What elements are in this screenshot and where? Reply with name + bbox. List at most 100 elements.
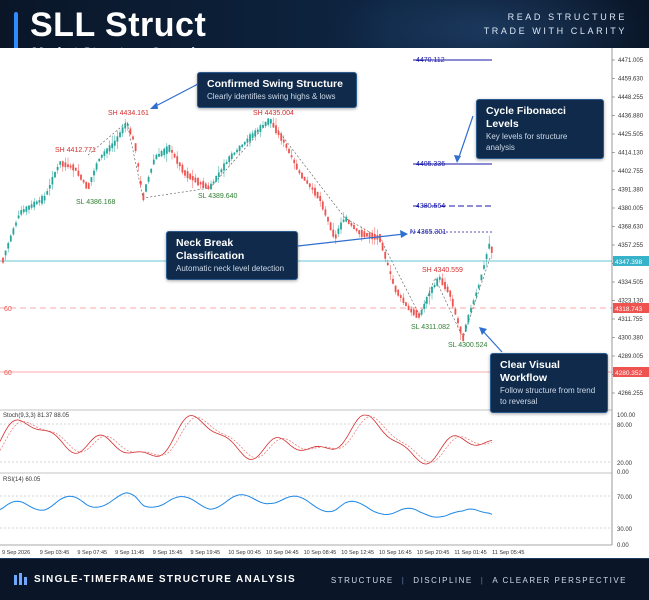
candle-body [311,187,314,190]
candle-body [410,309,413,313]
candle-body [444,281,446,290]
zone-label-1: 60 [4,306,12,313]
price-tags: 4347.398 4318.743 4280.352 [613,256,649,377]
price-tick-label: 4402.755 [618,169,644,175]
footer-separator-1: | [401,576,406,585]
price-tick-label: 4357.255 [618,243,644,249]
candle-body [116,136,119,142]
time-tick-label: 9 Sep 03:45 [40,550,70,556]
callout-visual-workflow: Clear Visual Workflow Follow structure f… [490,353,608,413]
candle-body [38,200,41,203]
arrow-workflow [480,328,503,353]
stoch-label: Stoch(9,3,3) 81.37 88.05 [3,413,70,419]
time-tick-label: 10 Sep 16:45 [379,550,412,556]
arrow-neck [297,233,405,247]
candle-body [95,163,98,170]
footer-bar: SINGLE-TIMEFRAME STRUCTURE ANALYSIS STRU… [0,558,649,600]
footer-tag-discipline: DISCIPLINE [413,576,473,585]
footer-tag-perspective: A CLEARER PERSPECTIVE [492,576,627,585]
candle-body [381,242,384,251]
candle-body [74,167,77,171]
candle-body [163,148,166,156]
candle-body [220,169,223,173]
candle-body [98,158,101,162]
callout-workflow-title: Clear Visual Workflow [500,359,560,384]
stoch-tick-0: 0.00 [617,470,629,476]
candle-body [202,181,205,189]
candle-body [462,333,465,342]
arrow-swing [151,83,199,109]
candle-body [355,228,358,231]
app-title: SLL Struct [30,6,207,44]
candle-body [171,149,173,153]
candle-body [173,153,176,158]
candle-body [366,233,368,237]
candle-body [405,302,407,307]
candle-body [9,235,12,242]
candle-body [233,152,236,155]
price-tick-label: 4266.255 [618,391,644,397]
footer-bar-icon-2 [19,573,22,585]
candle-body [139,180,142,185]
candle-body [158,153,160,157]
candle-body [308,183,311,188]
candle-body [25,206,28,212]
candle-body [306,180,309,184]
footer-bar-icon-1 [14,575,17,585]
rsi-tick-70: 70.00 [617,495,633,501]
candle-body [345,216,348,222]
candle-body [301,172,303,179]
price-tick-label: 4368.630 [618,225,644,231]
fib-label-2: 4405.336 [416,161,445,168]
candle-body [2,257,4,263]
candle-body [467,314,470,323]
candle-body [124,123,127,129]
candle-body [477,284,480,289]
candle-body [472,300,475,305]
rsi-label: RSI(14) 60.05 [3,477,41,483]
candle-body [332,229,335,237]
candle-body [225,162,228,165]
candle-body [160,150,163,157]
callout-neck-break: Neck Break Classification Automatic neck… [166,231,298,280]
time-tick-label: 9 Sep 15:45 [153,550,183,556]
swing-low-label-3: SL 4311.082 [411,324,450,331]
candle-body [41,195,43,204]
candle-body [436,278,439,286]
time-tick-label: 11 Sep 05:45 [492,550,524,556]
candle-body [17,215,20,219]
time-tick-label: 9 Sep 11:45 [115,550,144,556]
accent-bar [14,12,18,58]
candle-body [275,125,277,134]
price-tick-label: 4289.005 [618,354,644,360]
candle-body [459,326,462,333]
candle-body [69,165,72,168]
candle-body [288,148,290,154]
candle-body [77,170,80,176]
callout-swing-sub: Clearly identifies swing highs & lows [207,92,336,101]
tagline-line2: TRADE WITH CLARITY [483,26,627,36]
candle-body [384,251,387,259]
candle-body [392,278,394,284]
candle-body [59,161,62,165]
red-level-text-1: 4318.743 [615,306,642,313]
price-axis-ticks: 4471.005 4459.630 4448.255 4436.880 4425.505… [612,58,644,397]
candle-body [100,154,103,158]
candle-body [178,162,181,167]
candle-body [259,125,262,132]
candle-body [483,265,485,269]
candle-body [106,148,108,154]
candle-body [246,138,249,143]
price-tick-label: 4459.630 [618,77,644,83]
candle-body [251,133,254,139]
chart-area[interactable]: 4471.005 4459.630 4448.255 4436.880 4425.505… [0,48,649,558]
candle-body [113,140,116,146]
candle-body [321,201,324,210]
candle-body [397,289,400,296]
time-tick-label: 10 Sep 08:45 [304,550,337,556]
zigzag-line [87,119,491,339]
candle-body [51,176,54,185]
candle-body [316,191,319,199]
candle-body [402,297,405,303]
candle-body [418,313,420,318]
